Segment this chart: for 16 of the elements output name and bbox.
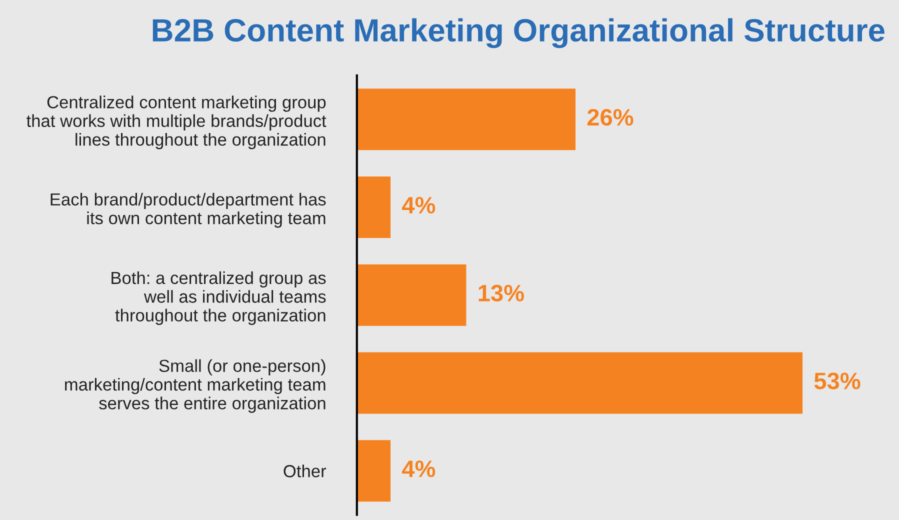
y-tick-label: Both: a centralized group as well as individual teams throughout the organization (112, 271, 326, 325)
data-label: 53% (814, 372, 860, 390)
data-label: 4% (402, 196, 436, 214)
data-label: 4% (402, 460, 436, 478)
data-label: 13% (478, 284, 524, 302)
y-tick-label: Centralized content marketing group that works with multiple brands/product lines throughout the organization (26, 96, 326, 150)
y-tick-label: Each brand/product/department has its own content marketing team (50, 192, 326, 228)
y-tick-label: Small (or one-person) marketing/content marketing team serves the entire organization (65, 359, 326, 413)
data-label: 26% (587, 108, 634, 126)
chart-title: B2B Content Marketing Organizational Structure (152, 18, 884, 48)
y-tick-label: Other (284, 464, 326, 478)
bar (356, 352, 803, 414)
bar (356, 88, 576, 150)
bar (356, 440, 391, 502)
bar (356, 264, 466, 326)
bar (356, 176, 391, 238)
